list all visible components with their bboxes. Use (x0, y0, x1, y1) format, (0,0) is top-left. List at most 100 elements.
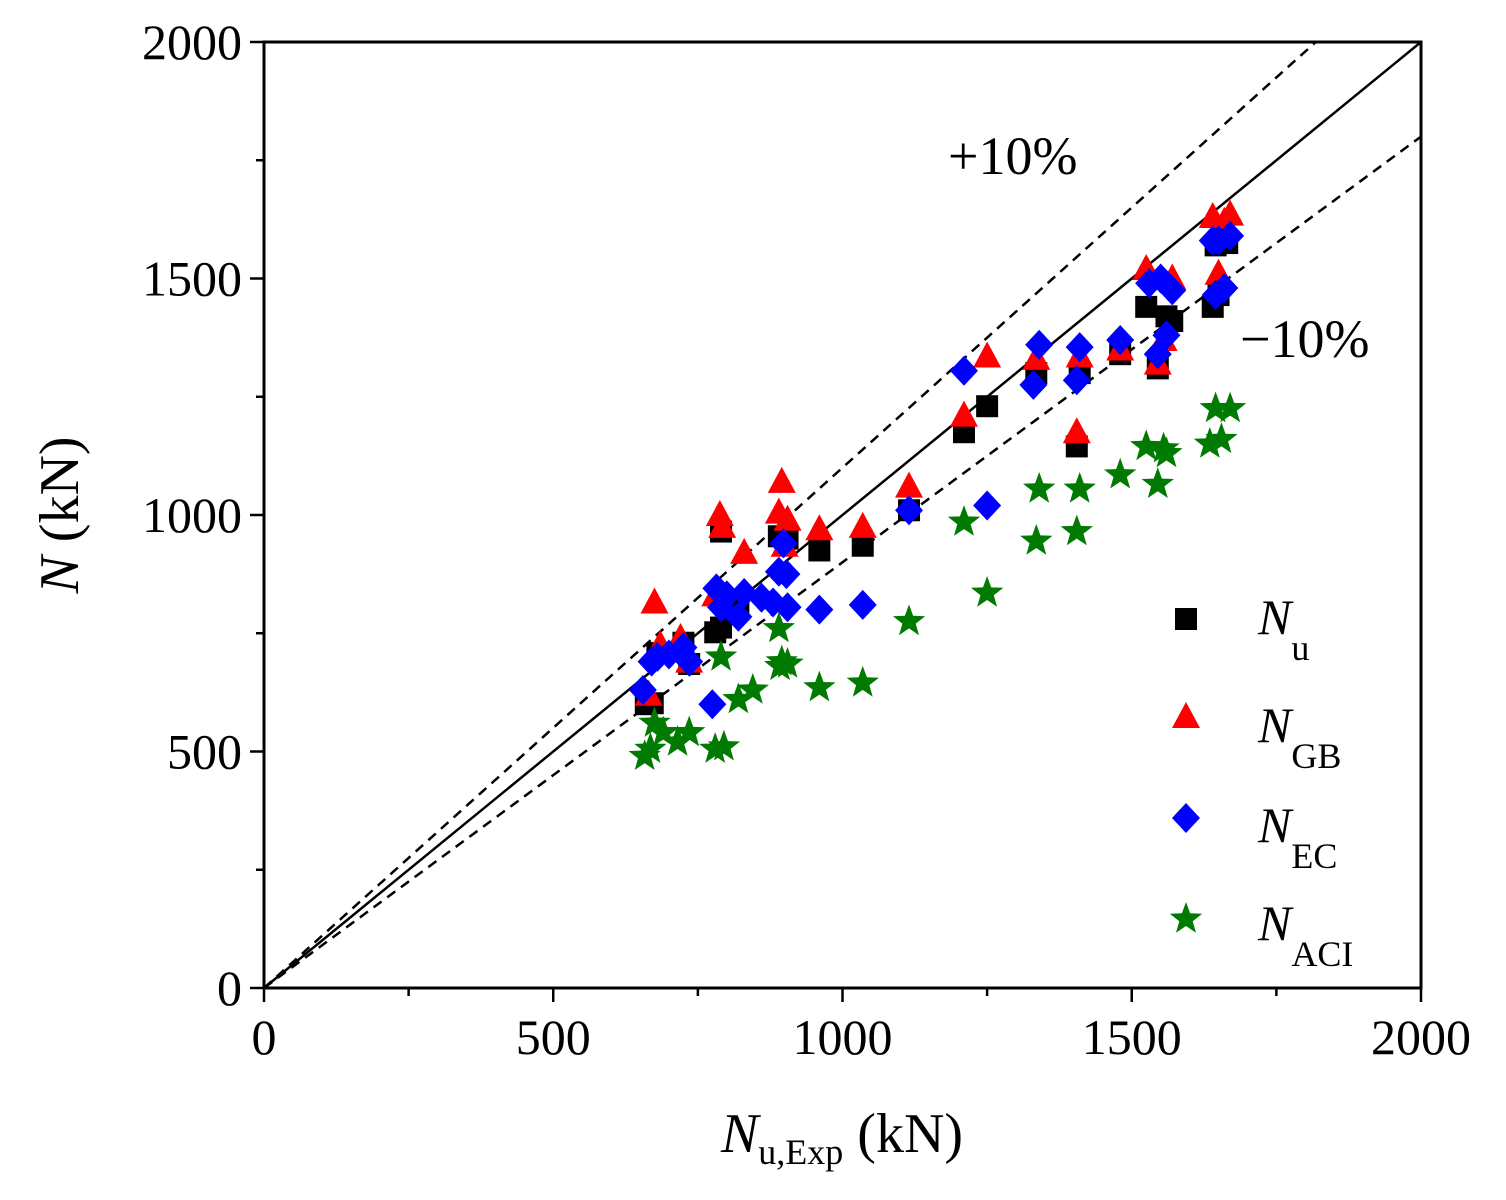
ngb-point-18 (1022, 343, 1051, 370)
x-axis-title: Nu,Exp (kN) (720, 1103, 963, 1172)
naci-point-4 (661, 725, 694, 756)
y-axis-title: N (kN) (29, 436, 91, 594)
naci-point-3 (647, 715, 680, 747)
x-tick-label-0: 0 (252, 1009, 277, 1065)
y-tick-label-1000: 1000 (142, 487, 242, 543)
nec-point-24 (1025, 329, 1054, 360)
naci-point-8 (707, 729, 741, 761)
legend-naci-main: N (1257, 895, 1294, 951)
legend-ngb-sub: GB (1291, 736, 1341, 776)
nec-point-18 (805, 594, 834, 625)
legend-nu-sub: u (1291, 628, 1309, 668)
legend: Nu NGB NEC NACI (1169, 589, 1353, 974)
naci-point-26 (1141, 467, 1174, 498)
ngb-point-16 (949, 400, 978, 427)
ngb-point-19 (1062, 417, 1091, 444)
nec-point-17 (773, 592, 802, 623)
x-tick-label-1000: 1000 (793, 1009, 893, 1065)
y-tick-label-500: 500 (167, 724, 242, 780)
naci-point-9 (722, 682, 755, 714)
x-tick-label-2000: 2000 (1371, 1009, 1471, 1065)
naci-point-1 (634, 732, 667, 763)
legend-nec-sub: EC (1291, 836, 1337, 876)
series-NEC (628, 220, 1245, 720)
nu-point-14 (952, 421, 975, 444)
legend-label-nec: NEC (1257, 797, 1337, 876)
naci-point-6 (699, 732, 732, 763)
series-Nu (634, 232, 1239, 716)
naci-point-21 (1023, 472, 1056, 503)
series-NACI (628, 391, 1247, 770)
naci-point-11 (762, 611, 795, 643)
nu-point-15 (976, 395, 999, 418)
naci-point-15 (803, 670, 836, 702)
legend-nec-main: N (1257, 797, 1294, 853)
tick-labels: 0 500 1000 1500 2000 0 500 1000 1500 2000 (142, 14, 1471, 1065)
ngb-point-7 (708, 511, 737, 538)
naci-point-16 (846, 665, 879, 697)
naci-point-28 (1150, 436, 1183, 468)
y-tick-label-2000: 2000 (142, 14, 242, 70)
legend-ngb-main: N (1257, 697, 1294, 753)
ngb-point-12 (773, 504, 802, 531)
nec-point-37 (1216, 220, 1245, 251)
legend-marker-naci (1169, 902, 1203, 933)
nec-point-31 (1152, 320, 1181, 351)
annotation-plus-10: +10% (948, 126, 1077, 186)
naci-point-25 (1130, 429, 1163, 461)
x-axis-title-main: N (720, 1103, 761, 1165)
naci-point-20 (1020, 524, 1053, 555)
nec-point-25 (1062, 365, 1091, 396)
naci-point-2 (638, 706, 671, 737)
legend-nu-main: N (1257, 589, 1294, 645)
annotation-minus-10: −10% (1240, 309, 1369, 369)
nec-point-9 (712, 580, 741, 611)
nec-point-16 (772, 559, 801, 590)
naci-point-17 (892, 604, 926, 636)
x-tick-label-1500: 1500 (1082, 1009, 1182, 1065)
naci-point-22 (1060, 514, 1093, 546)
nu-point-20 (1135, 295, 1158, 318)
legend-markers (1169, 608, 1203, 933)
nec-point-22 (973, 490, 1002, 521)
y-axis-title-unit: (kN) (29, 436, 91, 556)
naci-point-18 (947, 505, 981, 536)
naci-point-31 (1205, 422, 1238, 454)
nec-point-0 (628, 675, 657, 706)
plot-frame (262, 40, 1423, 990)
ngb-point-29 (1216, 199, 1245, 226)
legend-label-naci: NACI (1257, 895, 1353, 974)
nec-point-10 (724, 601, 753, 632)
legend-marker-nec (1172, 803, 1200, 833)
nec-point-20 (895, 495, 924, 526)
ngb-point-8 (730, 537, 759, 564)
legend-label-nu: Nu (1257, 589, 1309, 668)
nu-point-6 (710, 616, 733, 639)
naci-point-29 (1193, 427, 1226, 458)
reference-line-plus-10 (264, 42, 1318, 988)
legend-marker-ngb (1172, 702, 1200, 728)
x-axis-title-unit: (kN) (843, 1103, 963, 1165)
x-tick-label-500: 500 (516, 1009, 591, 1065)
nec-point-15 (769, 528, 798, 559)
y-axis-title-main: N (29, 554, 91, 595)
nec-point-19 (848, 589, 877, 620)
naci-point-7 (704, 639, 738, 671)
naci-point-14 (771, 647, 804, 678)
nec-point-5 (675, 646, 704, 677)
naci-point-32 (1213, 391, 1247, 423)
nec-point-23 (1019, 369, 1048, 400)
nu-point-12 (851, 534, 874, 557)
ngb-point-14 (848, 511, 877, 538)
naci-point-10 (736, 673, 769, 704)
ngb-point-10 (767, 466, 796, 493)
legend-marker-nu (1175, 608, 1197, 630)
nec-point-21 (949, 355, 978, 386)
naci-point-30 (1199, 391, 1232, 423)
ngb-point-15 (895, 471, 924, 498)
nec-point-36 (1210, 272, 1239, 303)
nu-point-11 (808, 539, 831, 562)
legend-label-ngb: NGB (1257, 697, 1341, 776)
naci-point-24 (1104, 457, 1137, 489)
